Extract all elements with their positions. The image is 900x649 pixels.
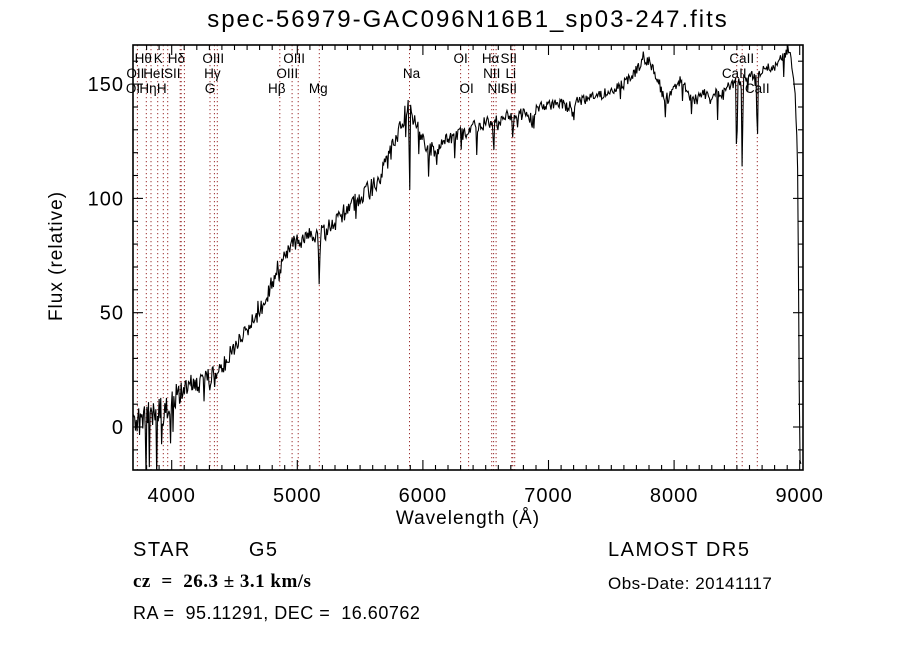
line-label: OI	[459, 81, 473, 96]
x-tick-label: 9000	[775, 485, 824, 507]
survey-label: LAMOST DR5	[608, 539, 751, 561]
line-label: OIII	[283, 51, 305, 66]
line-label: HeI	[143, 66, 164, 81]
x-tick-label: 4000	[147, 485, 196, 507]
line-label: OIII	[276, 66, 298, 81]
x-tick-label: 7000	[524, 485, 573, 507]
line-label: Hδ	[168, 51, 185, 66]
line-label: SII	[501, 51, 518, 66]
line-label: NII	[487, 81, 504, 96]
line-label: OIII	[202, 51, 224, 66]
x-tick-label: 5000	[273, 485, 322, 507]
plot-title: spec-56979-GAC096N16B1_sp03-247.fits	[207, 6, 729, 33]
class-label: STAR	[133, 539, 191, 561]
y-tick-label: 150	[88, 74, 124, 96]
x-axis-title: Wavelength (Å)	[395, 508, 541, 529]
axis-ticks	[133, 45, 803, 470]
line-label: SII	[164, 66, 181, 81]
axis-frame	[132, 44, 804, 471]
spectrum-trace	[133, 45, 802, 470]
radial-velocity-label: cz = 26.3 ± 3.1 km/s	[133, 571, 312, 592]
line-label: CaII	[722, 66, 747, 81]
line-label: Li	[506, 66, 517, 81]
line-label: OII	[126, 66, 144, 81]
line-label: Mg	[309, 81, 328, 96]
classification-line: STAR G5	[133, 539, 279, 562]
line-label: K	[154, 51, 163, 66]
x-tick-label: 8000	[650, 485, 699, 507]
spectral-line-markers	[136, 45, 758, 470]
line-label: H	[157, 81, 167, 96]
tick-labels: 4000 5000 6000 7000 8000 9000 0 50 100 150	[88, 74, 824, 507]
line-label: CaII	[745, 81, 770, 96]
ra-dec-label: RA = 95.11291, DEC = 16.60762	[133, 603, 421, 623]
y-tick-label: 50	[100, 303, 124, 325]
line-label: NII	[483, 66, 500, 81]
y-tick-label: 100	[88, 188, 124, 210]
obs-date-label: Obs-Date: 20141117	[608, 574, 773, 593]
line-label: G	[205, 81, 216, 96]
line-label: Hα	[482, 51, 500, 66]
line-label: Na	[403, 66, 421, 81]
subclass-label: G5	[248, 539, 279, 561]
line-label: SII	[500, 81, 517, 96]
line-label: Hγ	[204, 66, 221, 81]
line-label: Hη	[139, 81, 156, 96]
line-label: CaII	[729, 51, 754, 66]
spectral-line-labels: OIIHθHηHeIKHSIIHδGHγOIIIHβOIIIOIIIMgNaOI…	[126, 51, 770, 96]
line-label: Hθ	[135, 51, 152, 66]
line-label: OI	[453, 51, 467, 66]
line-label: Hβ	[268, 81, 286, 96]
x-tick-label: 6000	[399, 485, 448, 507]
y-tick-label: 0	[112, 417, 124, 439]
